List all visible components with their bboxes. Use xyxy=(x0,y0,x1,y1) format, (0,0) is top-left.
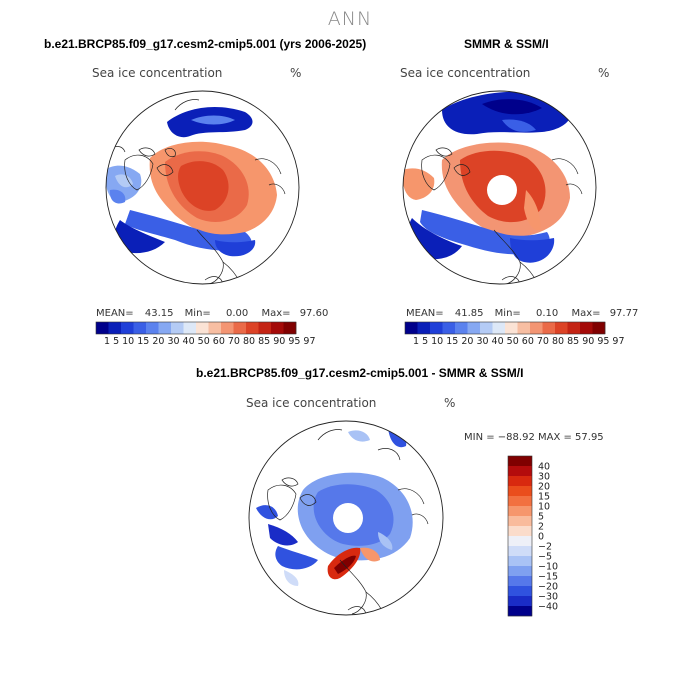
season-title: ANN xyxy=(327,8,373,30)
model-polar-map xyxy=(105,90,300,285)
colorbar-swatch xyxy=(405,322,418,334)
obs-panel-title: SMMR & SSM/I xyxy=(464,37,549,51)
colorbar-swatch xyxy=(567,322,581,334)
diff-colorbar-swatch xyxy=(508,606,532,617)
colorbar-swatch xyxy=(492,322,506,334)
model-colorbar-ticks: 1 5 10 15 20 30 40 50 60 70 80 85 90 95 … xyxy=(104,336,316,347)
obs-mean-value: 41.85 xyxy=(454,308,484,319)
diff-colorbar-swatch xyxy=(508,466,532,477)
model-units-label: % xyxy=(290,66,302,80)
colorbar-swatch xyxy=(246,322,259,334)
model-min-label: Min= xyxy=(184,308,211,319)
colorbar-swatch xyxy=(455,322,468,334)
diff-colorbar-label: 40 xyxy=(538,462,550,473)
colorbar-swatch xyxy=(121,322,134,334)
diff-colorbar-swatch xyxy=(508,566,532,577)
colorbar-swatch xyxy=(517,322,531,334)
model-min-value: 0.00 xyxy=(225,308,249,319)
diff-colorbar-label: −30 xyxy=(538,592,558,603)
colorbar-swatch xyxy=(183,322,197,334)
colorbar-swatch xyxy=(196,322,209,334)
diff-colorbar-swatch xyxy=(508,536,532,547)
colorbar-swatch xyxy=(158,322,172,334)
diff-colorbar-swatch xyxy=(508,546,532,557)
diff-colorbar-swatch xyxy=(508,556,532,567)
colorbar-swatch xyxy=(542,322,556,334)
diff-polar-map xyxy=(248,420,444,616)
model-mean-value: 43.15 xyxy=(144,308,174,319)
model-colorbar xyxy=(95,321,297,335)
diff-colorbar-label: 20 xyxy=(538,482,550,493)
colorbar-swatch xyxy=(580,322,593,334)
colorbar-swatch xyxy=(430,322,443,334)
colorbar-swatch xyxy=(171,322,184,334)
colorbar-swatch xyxy=(258,322,272,334)
diff-colorbar-swatch xyxy=(508,596,532,607)
diff-colorbar-swatch xyxy=(508,456,532,467)
diff-colorbar-label: −2 xyxy=(538,542,552,553)
obs-field-label: Sea ice concentration xyxy=(400,66,531,80)
diff-colorbar-label: 10 xyxy=(538,502,550,513)
colorbar-swatch xyxy=(233,322,247,334)
diff-colorbar-label: −20 xyxy=(538,582,558,593)
obs-mean-label: MEAN= xyxy=(406,308,444,319)
colorbar-swatch xyxy=(417,322,431,334)
diff-field-label: Sea ice concentration xyxy=(246,396,377,410)
diff-colorbar-label: 30 xyxy=(538,472,550,483)
colorbar-swatch xyxy=(283,322,297,334)
diff-panel-title: b.e21.BRCP85.f09_g17.cesm2-cmip5.001 - S… xyxy=(196,366,524,380)
diff-colorbar-swatch xyxy=(508,496,532,507)
colorbar-swatch xyxy=(271,322,284,334)
colorbar-swatch xyxy=(442,322,456,334)
colorbar-frame xyxy=(95,321,297,335)
model-mean-label: MEAN= xyxy=(96,308,134,319)
obs-min-value: 0.10 xyxy=(535,308,559,319)
colorbar-swatch xyxy=(146,322,159,334)
colorbar-swatch xyxy=(592,322,606,334)
colorbar-swatch xyxy=(555,322,568,334)
colorbar-swatch xyxy=(133,322,147,334)
obs-colorbar-ticks: 1 5 10 15 20 30 40 50 60 70 80 85 90 95 … xyxy=(413,336,625,347)
diff-colorbar-label: −15 xyxy=(538,572,558,583)
colorbar-swatch xyxy=(221,322,234,334)
model-field-label: Sea ice concentration xyxy=(92,66,223,80)
colorbar-swatch xyxy=(505,322,518,334)
diff-colorbar-label: 0 xyxy=(538,532,544,543)
diff-colorbar-label: −40 xyxy=(538,602,558,613)
diff-units-label: % xyxy=(444,396,456,410)
diff-colorbar-label: 15 xyxy=(538,492,550,503)
obs-units-label: % xyxy=(598,66,610,80)
obs-min-label: Min= xyxy=(494,308,521,319)
obs-max-value: 97.77 xyxy=(609,308,639,319)
obs-max-label: Max= xyxy=(571,308,601,319)
colorbar-frame xyxy=(404,321,606,335)
diff-colorbar-swatch xyxy=(508,486,532,497)
colorbar-swatch xyxy=(108,322,122,334)
diff-colorbar-label: 5 xyxy=(538,512,544,523)
obs-polar-map xyxy=(402,90,597,285)
diff-colorbar-swatch xyxy=(508,586,532,597)
colorbar-swatch xyxy=(208,322,222,334)
colorbar-swatch xyxy=(530,322,543,334)
diff-colorbar-label: −5 xyxy=(538,552,552,563)
diff-colorbar-swatch xyxy=(508,576,532,587)
diff-colorbar-label: 2 xyxy=(538,522,544,533)
colorbar-swatch xyxy=(467,322,481,334)
diff-colorbar-label: −10 xyxy=(538,562,558,573)
model-panel-title: b.e21.BRCP85.f09_g17.cesm2-cmip5.001 (yr… xyxy=(44,37,367,51)
obs-colorbar xyxy=(404,321,606,335)
diff-colorbar-swatch xyxy=(508,526,532,537)
diff-colorbar-frame xyxy=(507,455,533,617)
model-max-value: 97.60 xyxy=(299,308,329,319)
diff-colorbar-swatch xyxy=(508,516,532,527)
diff-colorbar-swatch xyxy=(508,506,532,517)
diff-minmax: MIN = −88.92 MAX = 57.95 xyxy=(464,432,604,443)
colorbar-swatch xyxy=(480,322,493,334)
model-max-label: Max= xyxy=(261,308,291,319)
colorbar-swatch xyxy=(96,322,109,334)
diff-colorbar-swatch xyxy=(508,476,532,487)
